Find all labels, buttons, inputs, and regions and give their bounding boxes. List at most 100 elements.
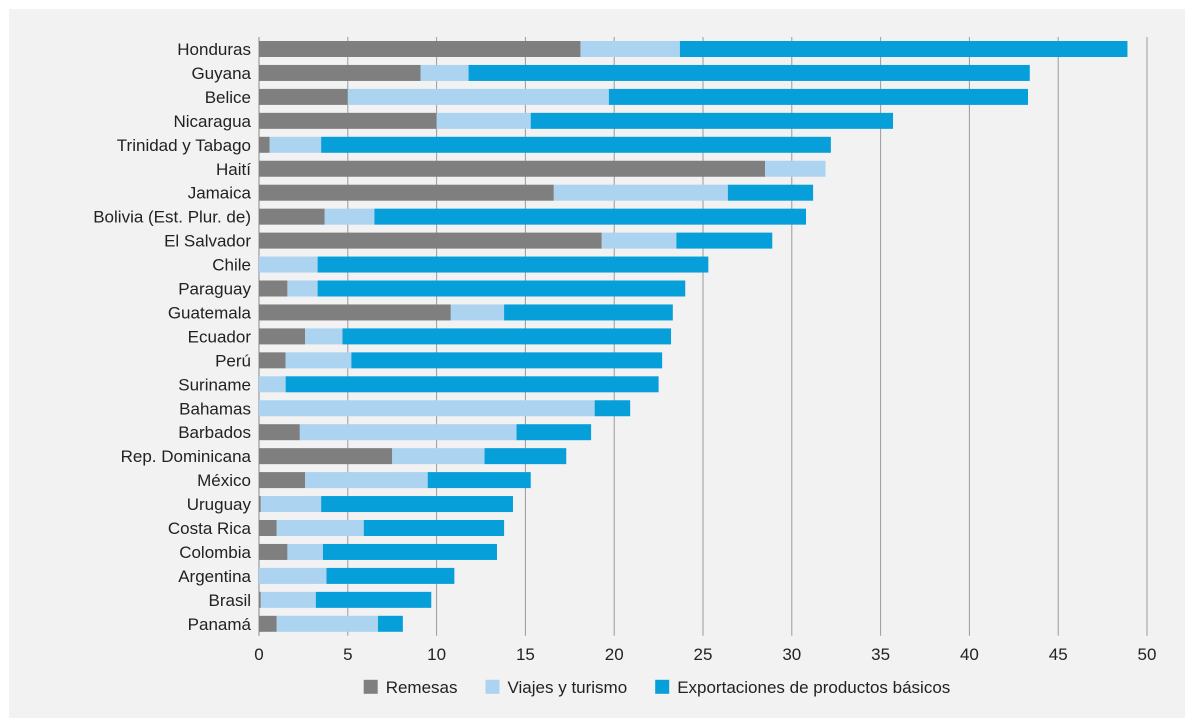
- bar-segment: [427, 472, 531, 489]
- category-label: Colombia: [179, 543, 251, 562]
- bar-segment: [392, 448, 485, 465]
- bar-segment: [553, 184, 728, 201]
- x-tick-label: 50: [1138, 645, 1157, 664]
- legend-label: Viajes y turismo: [508, 678, 628, 697]
- x-tick-label: 40: [960, 645, 979, 664]
- category-label: Haití: [216, 160, 251, 179]
- bar-segment: [374, 208, 807, 225]
- bar-segment: [259, 376, 286, 393]
- legend: Remesas Viajes y turismo Exportaciones de …: [363, 678, 950, 697]
- category-label: Belice: [205, 88, 251, 107]
- category-label: Trinidad y Tabago: [117, 136, 251, 155]
- bar-segment: [322, 543, 497, 560]
- legend-label: Exportaciones de productos básicos: [677, 678, 950, 697]
- category-label: Uruguay: [187, 495, 252, 514]
- category-label: Panamá: [188, 615, 252, 634]
- legend-swatch: [485, 679, 500, 694]
- x-tick-label: 5: [343, 645, 352, 664]
- bar-segment: [276, 615, 378, 632]
- bar-segment: [299, 424, 517, 441]
- category-label: Perú: [215, 351, 251, 370]
- legend-label: Remesas: [386, 678, 458, 697]
- bar-segment: [259, 136, 270, 153]
- bar-segment: [259, 304, 451, 321]
- bar-segment: [259, 328, 306, 345]
- bar-segment: [601, 232, 677, 249]
- bar-segment: [315, 591, 432, 608]
- bar-segment: [259, 352, 286, 369]
- bar-segment: [269, 136, 322, 153]
- category-label: Bolivia (Est. Plur. de): [93, 208, 251, 227]
- category-label: Chile: [212, 256, 251, 275]
- x-tick-label: 15: [516, 645, 535, 664]
- category-label: Brasil: [208, 591, 251, 610]
- bar-segment: [608, 88, 1029, 105]
- bar-segment: [351, 352, 663, 369]
- bar-segment: [468, 64, 1030, 81]
- category-label: Paraguay: [178, 280, 251, 299]
- bar-segment: [679, 41, 1128, 57]
- chart-panel: Honduras Guyana Belice Nicaragua Trinidad y …: [9, 9, 1185, 718]
- bar-segment: [259, 543, 288, 560]
- category-label: El Salvador: [164, 232, 251, 251]
- bar-segment: [259, 448, 393, 465]
- bar-segment: [420, 64, 469, 81]
- bar-segment: [259, 256, 318, 273]
- category-label: Rep. Dominicana: [121, 447, 252, 466]
- category-label: Guatemala: [168, 303, 252, 322]
- category-label: Nicaragua: [174, 112, 252, 131]
- bar-segment: [259, 615, 277, 632]
- bar-segment: [259, 591, 261, 608]
- x-tick-label: 30: [782, 645, 801, 664]
- bar-segment: [259, 64, 421, 81]
- bar-segment: [530, 112, 894, 129]
- category-label: Guyana: [191, 64, 251, 83]
- bar-segment: [259, 280, 288, 297]
- category-label: Barbados: [178, 423, 251, 442]
- bar-segment: [324, 208, 375, 225]
- bar-segment: [727, 184, 814, 201]
- bar-segment: [363, 520, 505, 536]
- bar-segment: [259, 208, 325, 225]
- bar-segment: [259, 472, 306, 489]
- bar-segment: [321, 136, 831, 153]
- bar-segment: [259, 520, 277, 536]
- bar-segment: [594, 400, 631, 417]
- x-tick-label: 45: [1049, 645, 1068, 664]
- bar-segment: [317, 280, 686, 297]
- category-label: Jamaica: [188, 184, 252, 203]
- bar-segment: [285, 352, 352, 369]
- x-tick-label: 10: [427, 645, 446, 664]
- bar-segment: [260, 496, 322, 513]
- x-tick-labels: 0 5 10 15 20 25 30 35 40 45 50: [254, 645, 1156, 664]
- category-label: Honduras: [177, 40, 251, 59]
- bar-segment: [676, 232, 773, 249]
- bar-segment: [259, 567, 327, 584]
- bar-segment: [342, 328, 672, 345]
- legend-swatch: [363, 679, 378, 694]
- bar-segment: [259, 400, 595, 417]
- bar-segment: [580, 41, 680, 57]
- category-label: Suriname: [178, 375, 251, 394]
- bar-segment: [287, 543, 323, 560]
- x-tick-label: 25: [694, 645, 713, 664]
- bars: [259, 41, 1128, 632]
- bar-segment: [450, 304, 505, 321]
- category-label: Costa Rica: [168, 519, 252, 538]
- x-tick-label: 0: [254, 645, 263, 664]
- bar-segment: [287, 280, 318, 297]
- bar-segment: [305, 472, 428, 489]
- bar-segment: [317, 256, 709, 273]
- x-tick-label: 35: [871, 645, 890, 664]
- bar-segment: [259, 232, 602, 249]
- bar-segment: [259, 424, 300, 441]
- bar-segment: [259, 41, 581, 57]
- bar-segment: [326, 567, 455, 584]
- bar-segment: [347, 88, 609, 105]
- bar-segment: [436, 112, 531, 129]
- category-label: Argentina: [178, 567, 251, 586]
- category-label: Ecuador: [188, 327, 252, 346]
- bar-segment: [259, 184, 554, 201]
- x-tick-label: 20: [605, 645, 624, 664]
- bar-segment: [504, 304, 673, 321]
